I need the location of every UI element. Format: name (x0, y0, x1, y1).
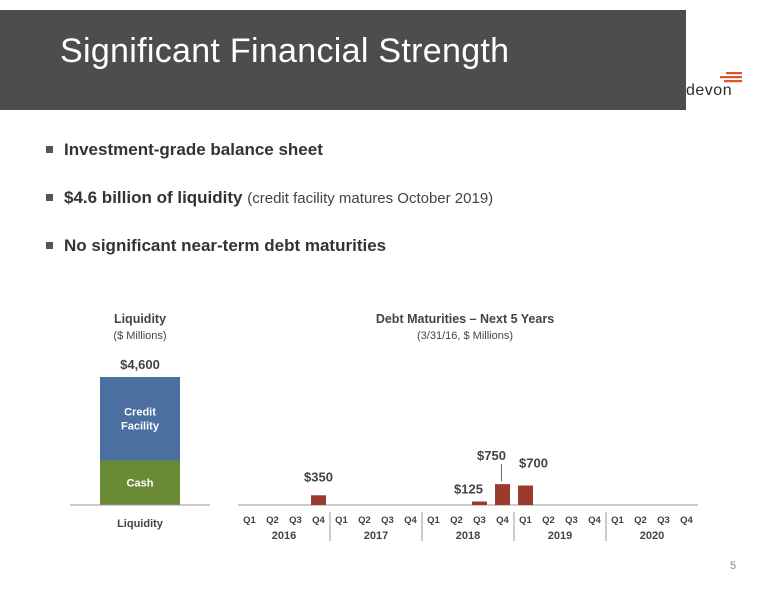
logo-stripes-icon (720, 72, 742, 83)
debt-bar (311, 495, 326, 505)
quarter-tick-label: Q3 (657, 515, 670, 526)
quarter-tick-label: Q1 (427, 515, 440, 526)
year-tick-label: 2016 (272, 530, 296, 542)
bullet-square-icon (46, 242, 53, 249)
bullet-square-icon (46, 194, 53, 201)
liquidity-bar-segment (100, 377, 180, 461)
quarter-tick-label: Q2 (266, 515, 279, 526)
devon-logo: devon (686, 72, 746, 102)
quarter-tick-label: Q3 (473, 515, 486, 526)
liquidity-segment-label: Facility (121, 421, 160, 433)
quarter-tick-label: Q4 (404, 515, 417, 526)
quarter-tick-label: Q1 (519, 515, 532, 526)
year-tick-label: 2018 (456, 530, 480, 542)
quarter-tick-label: Q4 (588, 515, 601, 526)
quarter-tick-label: Q2 (358, 515, 371, 526)
liquidity-category-label: Liquidity (117, 518, 164, 530)
quarter-tick-label: Q3 (381, 515, 394, 526)
debt-chart-title: Debt Maturities – Next 5 Years (375, 312, 555, 326)
debt-chart-subtitle: (3/31/16, $ Millions) (417, 330, 513, 342)
liquidity-total-label: $4,600 (120, 357, 160, 372)
logo-text: devon (686, 82, 733, 99)
quarter-tick-label: Q4 (496, 515, 509, 526)
quarter-tick-label: Q1 (611, 515, 624, 526)
debt-data-label: $125 (454, 482, 483, 497)
page-title: Significant Financial Strength (60, 32, 510, 70)
quarter-tick-label: Q4 (312, 515, 325, 526)
debt-data-label: $700 (519, 456, 548, 471)
quarter-tick-label: Q2 (450, 515, 463, 526)
bullet-square-icon (46, 146, 53, 153)
debt-bar (518, 485, 533, 505)
liquidity-chart-title: Liquidity (113, 312, 167, 326)
bullet-item: No significant near-term debt maturities (46, 236, 746, 284)
year-tick-label: 2019 (548, 530, 572, 542)
title-bar-extension (0, 60, 640, 110)
debt-bar (472, 501, 487, 505)
bullet-text: No significant near-term debt maturities (64, 236, 387, 255)
quarter-tick-label: Q2 (542, 515, 555, 526)
liquidity-segment-label: Credit (124, 407, 156, 419)
quarter-tick-label: Q3 (289, 515, 302, 526)
quarter-tick-label: Q1 (243, 515, 256, 526)
liquidity-chart-subtitle: ($ Millions) (113, 330, 167, 342)
quarter-tick-label: Q1 (335, 515, 348, 526)
page-number: 5 (730, 560, 737, 572)
quarter-tick-label: Q4 (680, 515, 693, 526)
debt-data-label: $750 (477, 448, 506, 463)
bullet-text: $4.6 billion of liquidity (64, 188, 243, 207)
quarter-tick-label: Q2 (634, 515, 647, 526)
liquidity-segment-label: Cash (127, 478, 154, 490)
debt-data-label: $350 (304, 469, 333, 484)
debt-bar (495, 484, 510, 505)
bullet-item: $4.6 billion of liquidity (credit facili… (46, 188, 746, 236)
year-tick-label: 2017 (364, 530, 388, 542)
liquidity-bar-segment (100, 460, 180, 505)
quarter-tick-label: Q3 (565, 515, 578, 526)
bullet-text: Investment-grade balance sheet (64, 140, 323, 159)
year-tick-label: 2020 (640, 530, 664, 542)
bullet-item: Investment-grade balance sheet (46, 140, 746, 188)
bullet-list: Investment-grade balance sheet $4.6 bill… (46, 140, 746, 284)
bullet-note: (credit facility matures October 2019) (247, 190, 494, 207)
